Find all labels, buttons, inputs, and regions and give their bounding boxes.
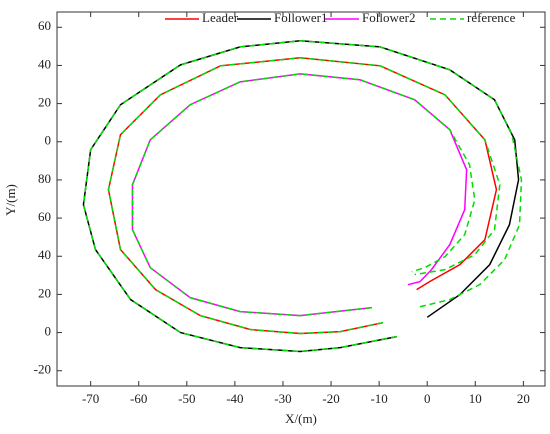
x-tick-label: -20 [322,391,339,406]
series-line [82,40,520,353]
series-line [107,57,501,335]
x-tick-label: -70 [82,391,99,406]
x-tick-label: 20 [517,391,530,406]
series-line [131,73,468,317]
y-tick-label: 0 [45,324,52,339]
series-line [82,40,523,353]
legend-label: Follower2 [362,10,415,25]
y-tick-label: 80 [38,171,51,186]
x-tick-label: -30 [274,391,291,406]
y-tick-label: -20 [34,362,51,377]
y-tick-label: 60 [38,209,51,224]
y-tick-label: 40 [38,247,51,262]
y-axis-label: Y/(m) [3,184,18,216]
plot-frame [56,11,546,387]
y-tick-label: 20 [38,285,51,300]
x-axis-label: X/(m) [285,411,317,426]
legend-label: Leader [202,10,239,25]
legend-label: reference [467,10,516,25]
y-tick-label: 40 [38,56,51,71]
legend-label: Follower1 [274,10,327,25]
y-tick-label: 60 [38,18,51,33]
y-tick-label: 0 [45,133,52,148]
x-tick-label: 10 [469,391,482,406]
y-tick-label: 20 [38,95,51,110]
x-tick-label: -50 [178,391,195,406]
x-tick-label: -60 [130,391,147,406]
x-tick-label: -10 [370,391,387,406]
x-tick-label: 0 [424,391,431,406]
series-line [131,73,476,317]
series-line [107,57,498,335]
x-tick-label: -40 [226,391,243,406]
